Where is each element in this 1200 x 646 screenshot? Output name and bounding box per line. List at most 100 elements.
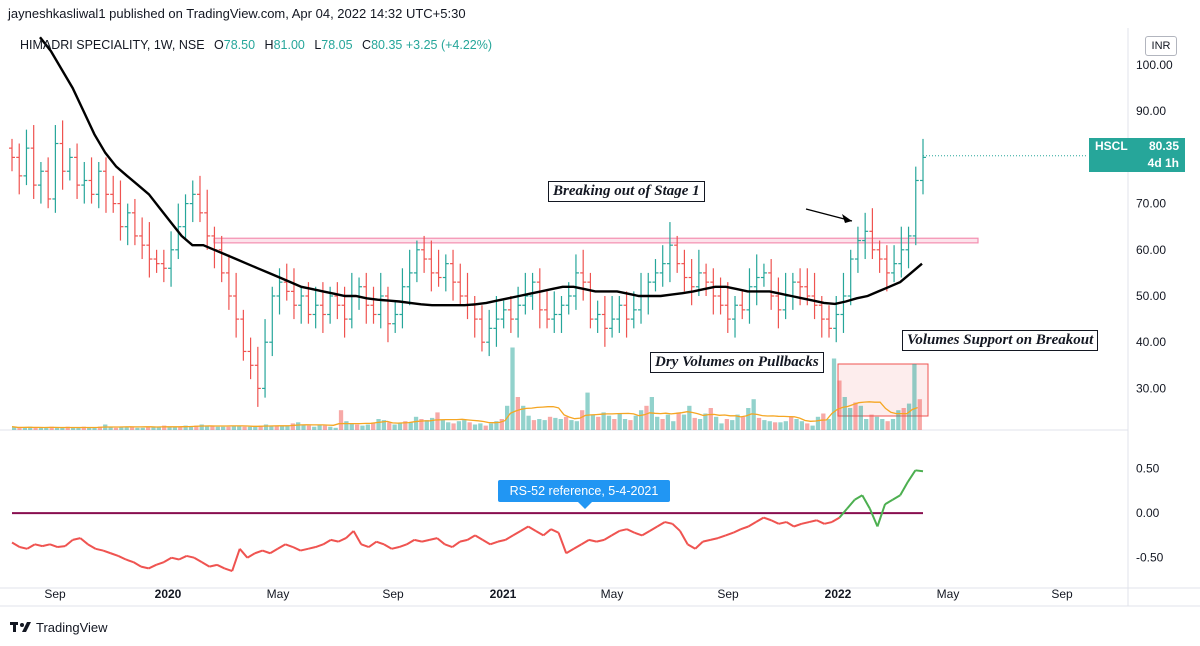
volume-bar	[92, 427, 97, 430]
volume-bar	[285, 425, 290, 430]
rs-line-segment	[398, 543, 408, 548]
volume-bar	[596, 416, 601, 430]
rs-reference-badge[interactable]: RS-52 reference, 5-4-2021	[498, 480, 670, 509]
footer-brand[interactable]: TradingView	[10, 620, 108, 635]
volume-bar	[714, 416, 719, 430]
volume-bar	[237, 425, 242, 430]
rs-line-segment	[557, 532, 568, 554]
price-tick-label: 60.00	[1136, 243, 1166, 257]
price-tag-countdown: 4d 1h	[1147, 156, 1179, 170]
volume-bar	[333, 427, 338, 430]
rs-line-segment	[451, 540, 461, 548]
volume-bar	[687, 405, 692, 430]
volume-bar	[638, 410, 644, 430]
rs-line-segment	[102, 549, 112, 555]
volume-bar	[676, 412, 681, 430]
rs-line-segment	[444, 543, 453, 548]
volume-bar	[371, 423, 376, 430]
rs-line-segment	[421, 538, 430, 543]
volume-bar	[810, 425, 815, 430]
volume-bar	[242, 426, 247, 430]
breakout-arrowhead	[842, 214, 852, 223]
rs-line-segment	[565, 547, 575, 555]
dry-volumes-annotation[interactable]: Dry Volumes on Pullbacks	[650, 352, 824, 373]
volume-bar	[462, 420, 467, 430]
volume-bar	[220, 426, 226, 430]
volume-bar	[831, 358, 837, 430]
volume-bar	[488, 423, 494, 430]
volume-bar	[49, 426, 54, 430]
rs-line-segment	[664, 521, 673, 525]
rs-line-segment	[269, 547, 279, 555]
close-label: C	[362, 38, 372, 52]
low-value: 78.05	[321, 38, 353, 52]
rs-line-segment	[611, 530, 620, 537]
volume-bar	[515, 397, 521, 430]
rs-line-segment	[231, 548, 241, 572]
footer-brand-label: TradingView	[36, 620, 108, 635]
rs-line-segment	[816, 519, 825, 525]
rs-line-segment	[414, 538, 423, 543]
rs-line-segment	[619, 528, 628, 532]
rs-line-segment	[391, 546, 400, 550]
rs-line-segment	[42, 543, 51, 548]
rs-line-segment	[482, 539, 491, 546]
rs-line-segment	[11, 541, 21, 548]
volume-bar	[12, 426, 17, 430]
volume-bar	[188, 426, 194, 430]
rs-line-segment	[702, 538, 711, 543]
rs-line-segment	[641, 530, 651, 537]
volume-bar	[697, 419, 703, 430]
volume-bar	[510, 347, 515, 430]
volume-bar	[124, 426, 129, 430]
volume-bar	[38, 427, 44, 430]
change-value: +3.25 (+4.22%)	[405, 38, 493, 52]
volume-bar	[553, 417, 558, 430]
volume-bar	[762, 420, 767, 430]
volume-bar	[655, 416, 660, 430]
rs-line-segment	[603, 534, 613, 541]
volume-bar	[301, 424, 306, 430]
rs-line-segment	[747, 521, 757, 528]
volume-bar	[563, 416, 569, 430]
volume-bar	[612, 419, 617, 430]
volume-bar	[290, 423, 295, 430]
breakout-annotation[interactable]: Breaking out of Stage 1	[548, 181, 705, 202]
volume-bar	[740, 416, 746, 430]
time-tick-label: Sep	[717, 587, 739, 601]
rs-line-segment	[868, 508, 879, 527]
volume-bar	[178, 426, 183, 430]
volume-bar	[429, 417, 435, 430]
rs-line-segment	[254, 549, 263, 555]
volume-bar	[194, 425, 199, 430]
rs-line-segment	[238, 548, 249, 559]
rs-line-segment	[861, 494, 871, 510]
rs-line-segment	[284, 543, 294, 548]
volume-bar	[87, 427, 92, 430]
rs-tick-label: 0.00	[1136, 506, 1160, 520]
rs-line-segment	[383, 543, 393, 550]
volume-bar	[574, 421, 579, 430]
volume-bar	[472, 424, 478, 430]
volume-bar	[317, 424, 322, 430]
moving-average-line	[39, 36, 923, 307]
volume-support-annotation[interactable]: Volumes Support on Breakout	[902, 330, 1099, 351]
volume-bar	[521, 405, 526, 430]
time-tick-label: Sep	[382, 587, 404, 601]
volume-bar	[483, 425, 488, 430]
volume-bar	[746, 408, 751, 430]
volume-bar	[703, 413, 708, 430]
volume-bar	[344, 421, 349, 430]
currency-button[interactable]: INR	[1145, 36, 1177, 56]
rs-line-segment	[915, 469, 924, 473]
volume-bar	[772, 422, 778, 430]
volume-bar	[901, 408, 906, 430]
rs-line-segment	[140, 565, 149, 570]
price-tag: HSCL 80.35 4d 1h	[1089, 138, 1185, 172]
volume-bar	[735, 414, 740, 430]
volume-bar	[537, 419, 542, 430]
volume-bar	[783, 421, 788, 430]
low-label: L	[314, 38, 322, 52]
volume-bar	[210, 425, 215, 430]
